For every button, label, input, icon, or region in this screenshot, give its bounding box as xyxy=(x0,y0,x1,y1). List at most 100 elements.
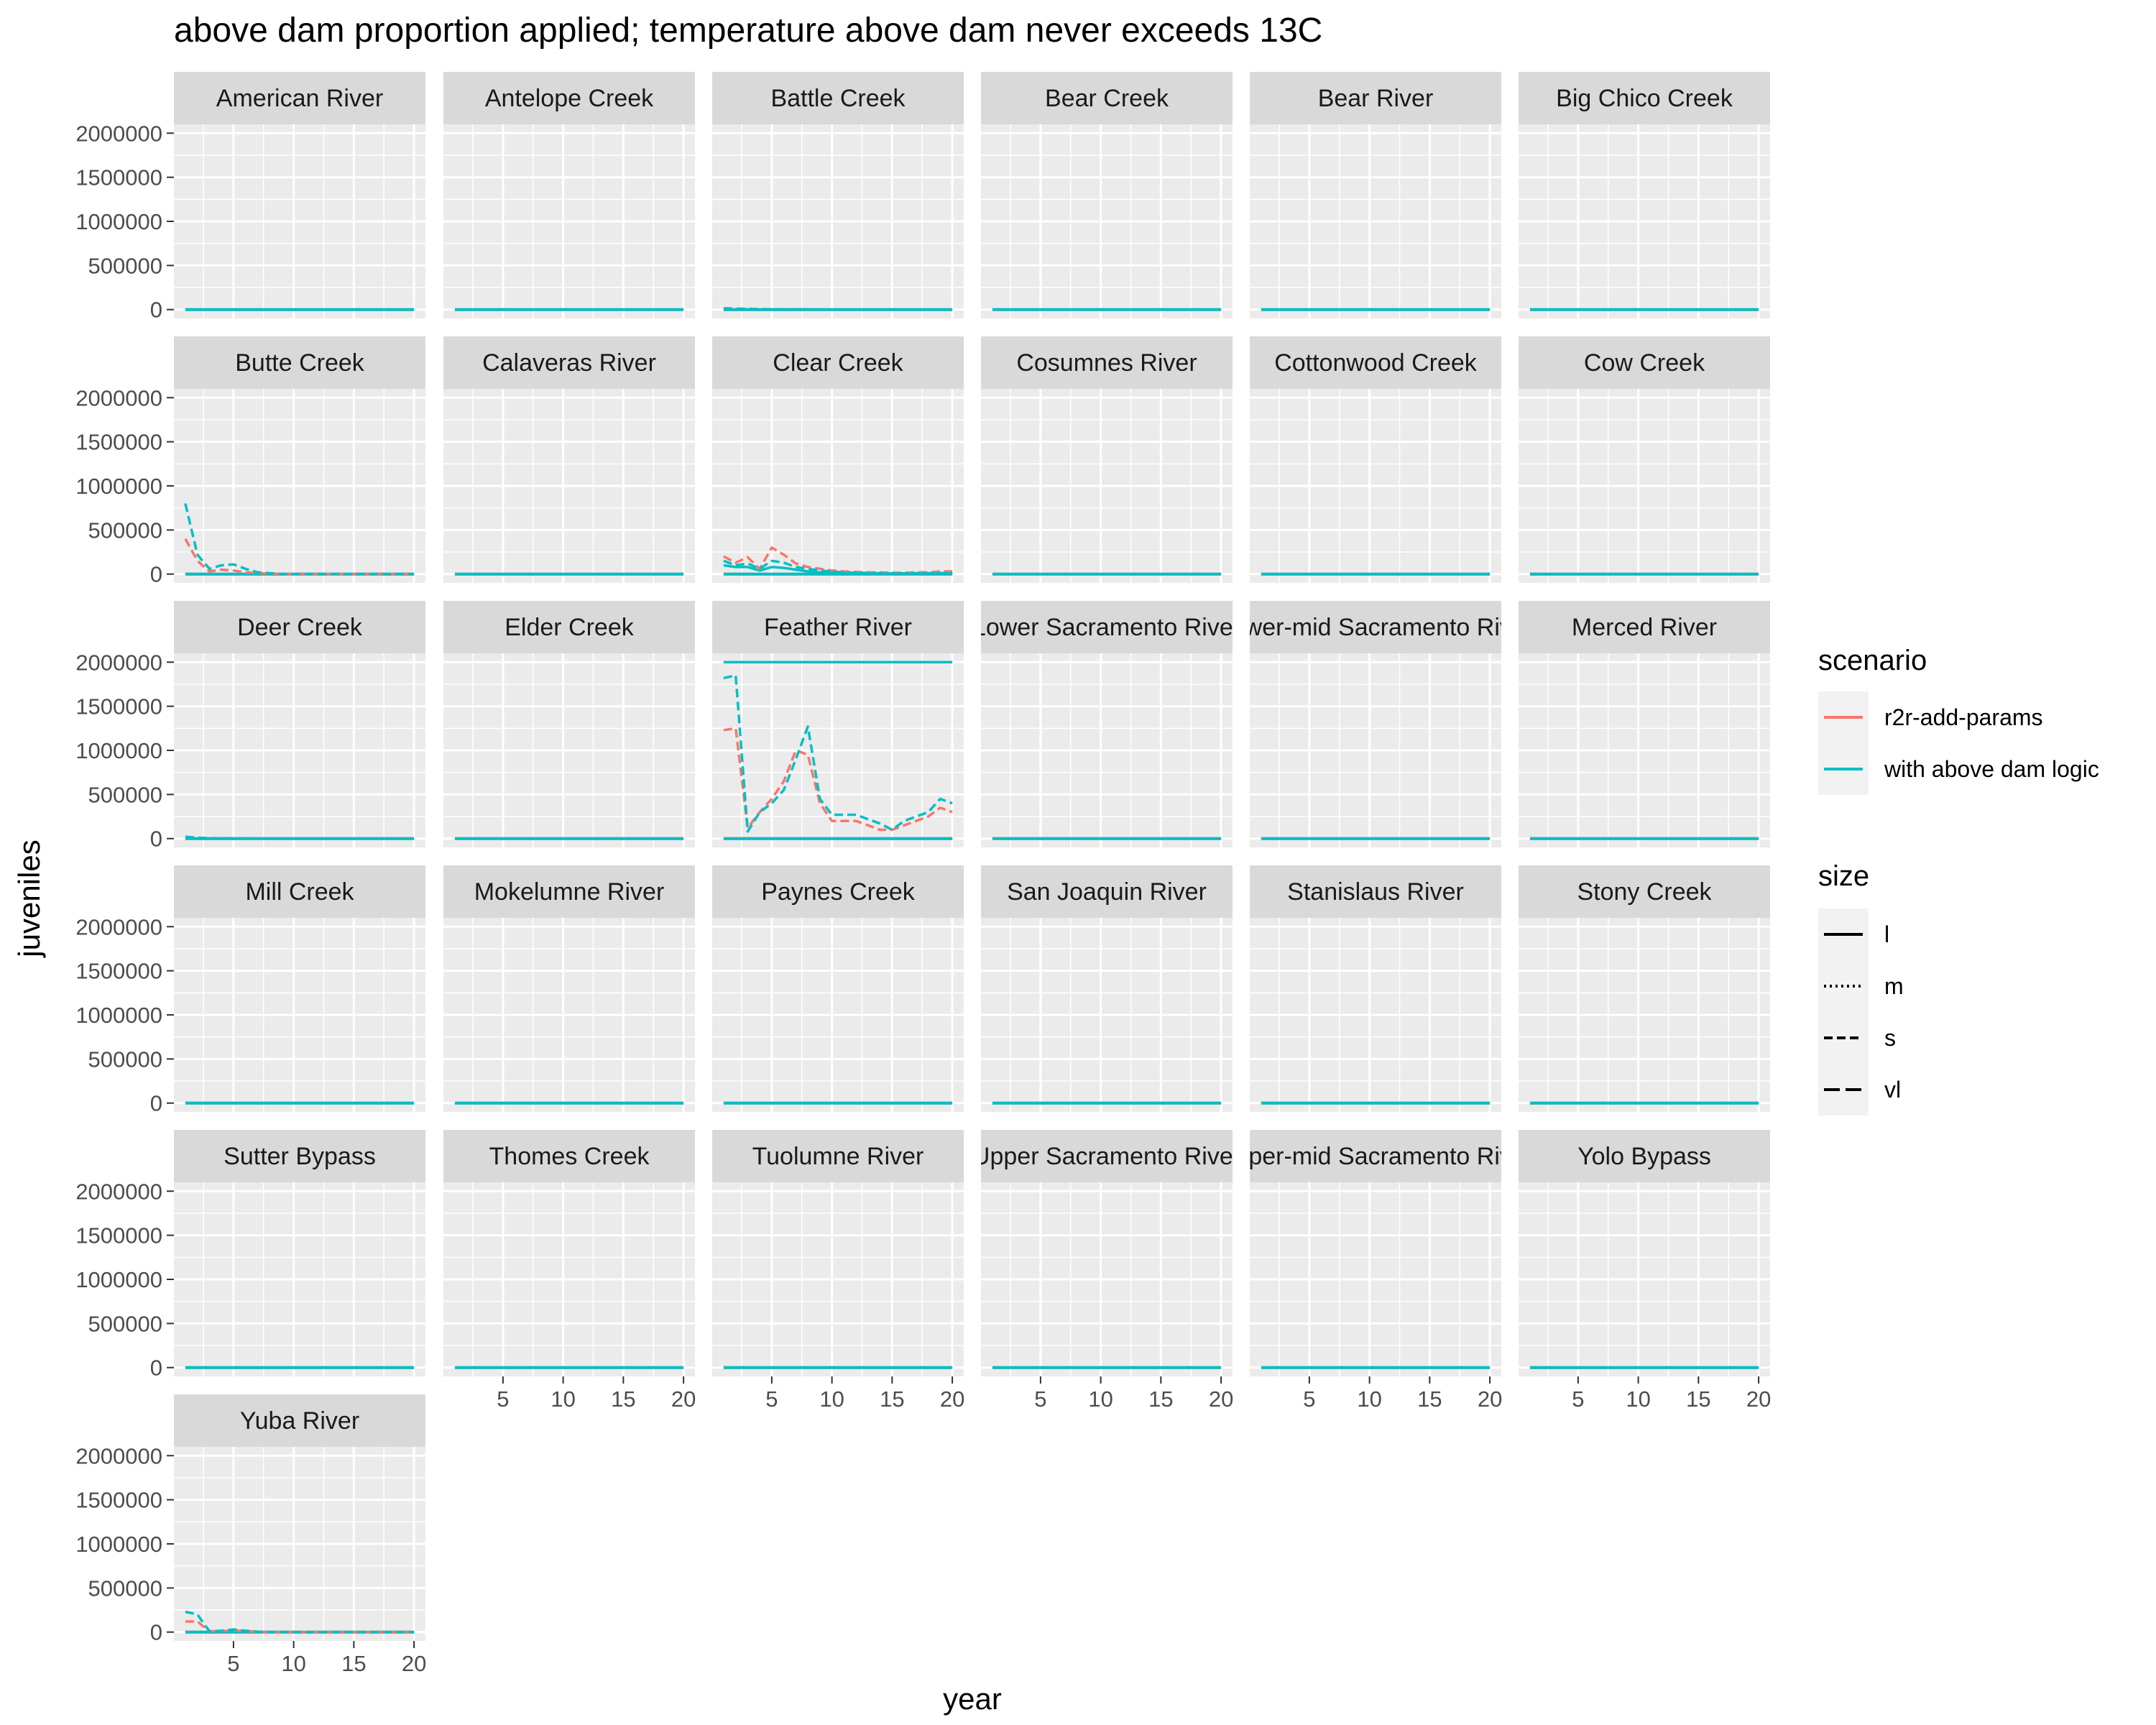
x-tick-label: 10 xyxy=(819,1386,844,1412)
facet-strip-label: Mill Creek xyxy=(245,878,354,906)
y-tick-label: 2000000 xyxy=(75,385,162,410)
facet-strip-label: Cosumnes River xyxy=(1016,349,1197,377)
facet-strip xyxy=(712,1130,964,1182)
facet-strip-label: Paynes Creek xyxy=(761,878,916,906)
facet-strip-label: Antelope Creek xyxy=(485,85,654,112)
facet-panel-yuba-river: Yuba River 0 500000 1000000 1500000 2000000 5 1… xyxy=(75,1394,426,1676)
facet-strip xyxy=(174,1130,425,1182)
y-tick-label: 500000 xyxy=(88,1311,162,1336)
y-tick-label: 1000000 xyxy=(75,209,162,234)
facet-strip xyxy=(1519,1130,1770,1182)
facet-strip-label: Sutter Bypass xyxy=(224,1143,376,1170)
facet-strip xyxy=(1250,336,1501,389)
facet-panel-lower-mid-sacramento-river: Lower-mid Sacramento River xyxy=(1217,601,1534,847)
chart-title: above dam proportion applied; temperatur… xyxy=(174,12,1322,50)
x-tick-label: 20 xyxy=(1478,1386,1502,1412)
facet-strip xyxy=(174,336,425,389)
facet-panel-yolo-bypass: Yolo Bypass 5 10 15 20 xyxy=(1519,1130,1771,1412)
facet-strip-label: Clear Creek xyxy=(773,349,903,377)
facet-strip xyxy=(1250,1130,1501,1182)
facet-panel-cottonwood-creek: Cottonwood Creek xyxy=(1250,336,1501,583)
series-line-with-above-dam-logic-s xyxy=(185,1610,415,1634)
facet-panel-san-joaquin-river: San Joaquin River xyxy=(981,865,1233,1112)
x-tick-label: 15 xyxy=(880,1386,904,1412)
facet-strip-label: Calaveras River xyxy=(482,349,656,377)
y-tick-label: 0 xyxy=(150,298,162,323)
x-tick-label: 20 xyxy=(940,1386,964,1412)
legend-key-background xyxy=(1818,908,1869,1116)
facet-strip xyxy=(443,72,695,124)
y-tick-label: 2000000 xyxy=(75,121,162,146)
x-tick-label: 15 xyxy=(611,1386,635,1412)
facet-panel-mill-creek: Mill Creek 0 500000 1000000 1500000 2000000 xyxy=(75,865,425,1116)
facet-strip xyxy=(1519,865,1770,918)
facet-panel-calaveras-river: Calaveras River xyxy=(443,336,695,583)
facet-strip xyxy=(1519,336,1770,389)
facet-strip xyxy=(981,865,1233,918)
facet-panel-stanislaus-river: Stanislaus River xyxy=(1250,865,1501,1112)
x-tick-label: 10 xyxy=(550,1386,575,1412)
x-tick-label: 5 xyxy=(497,1386,509,1412)
legend-label: vl xyxy=(1884,1077,1901,1103)
facet-panel-stony-creek: Stony Creek xyxy=(1519,865,1770,1112)
legend-label: s xyxy=(1884,1025,1896,1051)
y-tick-label: 0 xyxy=(150,562,162,587)
y-tick-label: 1000000 xyxy=(75,1267,162,1292)
y-tick-label: 1000000 xyxy=(75,1532,162,1557)
y-tick-label: 1500000 xyxy=(75,1488,162,1513)
y-tick-label: 1000000 xyxy=(75,738,162,763)
facet-panel-upper-sacramento-river: Upper Sacramento River 5 10 15 20 xyxy=(981,1130,1233,1412)
facet-strip xyxy=(1250,865,1501,918)
facet-strip xyxy=(712,601,964,653)
facet-strip-label: Deer Creek xyxy=(237,614,363,641)
x-tick-label: 10 xyxy=(281,1651,305,1676)
y-axis-title: juveniles xyxy=(12,840,46,958)
y-tick-label: 1000000 xyxy=(75,1003,162,1028)
facet-strip-label: American River xyxy=(216,85,383,112)
facet-strip xyxy=(443,336,695,389)
facet-strip-label: Tuolumne River xyxy=(752,1143,924,1170)
legend-title: size xyxy=(1818,860,1869,892)
facet-strip-label: Cow Creek xyxy=(1584,349,1705,377)
legend-label: with above dam logic xyxy=(1884,756,2099,782)
legend-label: r2r-add-params xyxy=(1884,704,2043,730)
series-line-with-above-dam-logic-s xyxy=(184,503,415,576)
y-tick-label: 0 xyxy=(150,1091,162,1116)
facet-panel-merced-river: Merced River xyxy=(1519,601,1770,847)
facet-strip-label: Bear Creek xyxy=(1045,85,1169,112)
facet-strip-label: Big Chico Creek xyxy=(1556,85,1733,112)
facet-strip-label: Upper-mid Sacramento River xyxy=(1217,1143,1534,1170)
y-tick-label: 500000 xyxy=(88,1576,162,1601)
y-tick-label: 0 xyxy=(150,827,162,852)
facet-strip-label: Bear River xyxy=(1318,85,1434,112)
y-tick-label: 500000 xyxy=(88,782,162,807)
facet-strip xyxy=(1519,72,1770,124)
facet-strip xyxy=(712,336,964,389)
facet-strip-label: San Joaquin River xyxy=(1007,878,1207,906)
facet-panel-mokelumne-river: Mokelumne River xyxy=(443,865,695,1112)
y-tick-label: 1000000 xyxy=(75,474,162,499)
facet-panel-thomes-creek: Thomes Creek 5 10 15 20 xyxy=(443,1130,696,1412)
facet-strip xyxy=(174,601,425,653)
x-tick-label: 10 xyxy=(1626,1386,1650,1412)
facet-panel-deer-creek: Deer Creek 0 500000 1000000 1500000 2000000 xyxy=(75,601,425,852)
facet-strip xyxy=(981,72,1233,124)
y-tick-label: 1500000 xyxy=(75,959,162,984)
facet-strip xyxy=(712,72,964,124)
y-tick-label: 2000000 xyxy=(75,1179,162,1204)
facet-strip xyxy=(174,1394,425,1447)
facet-panel-american-river: American River 0 500000 1000000 1500000 20000… xyxy=(75,72,425,323)
x-tick-label: 15 xyxy=(341,1651,366,1676)
y-tick-label: 500000 xyxy=(88,253,162,278)
y-tick-label: 1500000 xyxy=(75,694,162,719)
facet-panel-cow-creek: Cow Creek xyxy=(1519,336,1770,583)
y-tick-label: 500000 xyxy=(88,1046,162,1072)
facet-strip xyxy=(981,1130,1233,1182)
y-tick-label: 0 xyxy=(150,1356,162,1381)
facet-strip xyxy=(1519,601,1770,653)
facet-strip-label: Yuba River xyxy=(240,1407,359,1435)
x-tick-label: 20 xyxy=(1746,1386,1771,1412)
facet-strip-label: Lower-mid Sacramento River xyxy=(1217,614,1534,641)
facet-strip-label: Stanislaus River xyxy=(1287,878,1464,906)
facet-panel-battle-creek: Battle Creek xyxy=(712,72,964,318)
